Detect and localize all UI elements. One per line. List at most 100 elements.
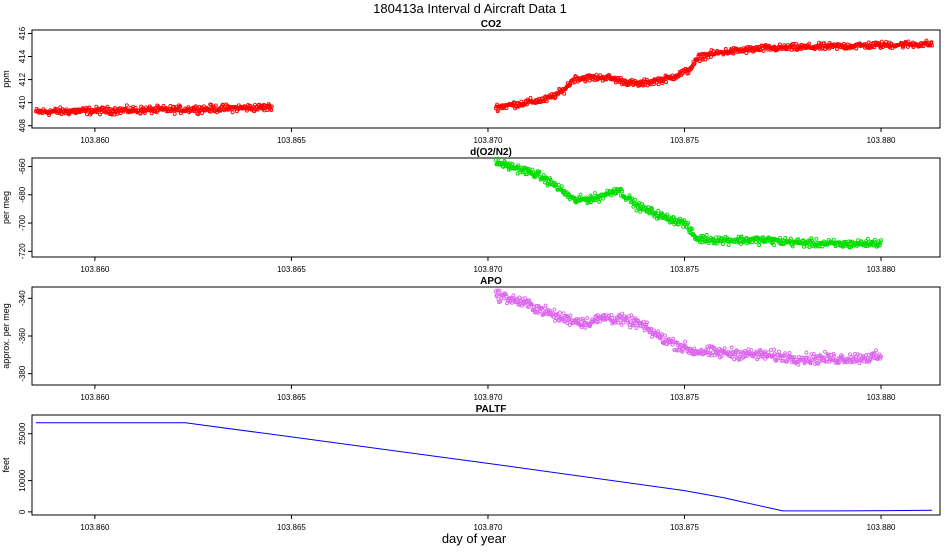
data-point <box>269 108 274 112</box>
data-point <box>689 227 694 232</box>
x-tick-label: 103.865 <box>277 136 306 145</box>
plot-frame <box>31 157 941 258</box>
data-point <box>543 303 548 308</box>
data-points <box>493 156 883 250</box>
panel-apo: APO approx. per meg 103.860 103.865 103.870 1… <box>1 276 941 402</box>
data-point <box>634 208 639 213</box>
data-point <box>642 328 647 333</box>
data-point <box>864 239 869 244</box>
data-point <box>807 41 812 46</box>
data-point <box>552 307 557 312</box>
data-point <box>566 192 571 197</box>
x-tick-label: 103.875 <box>670 523 699 532</box>
data-point <box>594 313 598 318</box>
y-tick-label: 408 <box>18 118 27 132</box>
data-point <box>142 111 147 115</box>
data-point <box>644 322 649 327</box>
data-point <box>537 169 542 174</box>
data-point <box>523 296 528 301</box>
data-point <box>791 41 796 46</box>
data-point <box>768 347 773 352</box>
data-point <box>704 233 709 237</box>
data-point <box>562 91 567 96</box>
y-tick-label: -720 <box>18 243 27 260</box>
data-point <box>594 72 599 77</box>
data-point <box>543 306 547 311</box>
data-point <box>568 313 573 318</box>
data-point <box>124 103 129 108</box>
data-point <box>630 196 635 201</box>
x-tick-label: 103.870 <box>474 136 503 145</box>
data-point <box>832 353 837 358</box>
data-point <box>553 95 558 100</box>
data-point <box>763 356 768 361</box>
data-point <box>531 170 536 175</box>
data-point <box>710 236 715 241</box>
data-point <box>516 165 521 170</box>
data-point <box>57 108 61 113</box>
data-point <box>772 347 776 352</box>
plot-frame <box>31 414 941 516</box>
data-point <box>901 44 906 49</box>
data-point <box>783 236 788 240</box>
x-tick-label: 103.880 <box>867 393 896 402</box>
data-point <box>656 208 661 213</box>
data-point <box>663 333 668 338</box>
data-point <box>598 196 603 201</box>
data-point <box>628 196 633 200</box>
data-point <box>579 325 584 329</box>
x-tick-label: 103.860 <box>80 136 109 145</box>
y-axis-label: approx. per meg <box>1 303 11 369</box>
data-point <box>830 358 835 363</box>
data-point <box>641 324 646 329</box>
data-point <box>719 354 724 359</box>
x-tick-label: 103.870 <box>474 393 503 402</box>
data-point <box>804 350 809 355</box>
x-tick-label: 103.865 <box>277 393 306 402</box>
data-point <box>557 318 562 323</box>
data-point <box>716 350 721 355</box>
data-point <box>495 292 500 297</box>
panel-o2n2: d(O2/N2) per meg 103.860 103.865 103.870 103.… <box>1 147 941 274</box>
data-point <box>581 316 585 321</box>
x-tick-label: 103.865 <box>277 523 306 532</box>
data-point <box>701 233 706 238</box>
data-point <box>772 243 776 248</box>
data-point <box>808 361 813 366</box>
data-point <box>721 242 725 246</box>
data-point <box>929 40 934 45</box>
data-point <box>686 350 691 355</box>
data-point <box>548 177 553 182</box>
data-point <box>814 236 819 241</box>
data-point <box>544 99 549 104</box>
data-point <box>105 104 110 109</box>
data-point <box>823 349 827 354</box>
data-point <box>856 238 860 243</box>
data-point <box>704 350 709 355</box>
data-point <box>703 57 708 62</box>
data-point <box>557 310 562 315</box>
data-point <box>523 102 527 107</box>
x-tick-label: 103.860 <box>80 523 109 532</box>
panel-title: APO <box>480 276 502 287</box>
data-point <box>863 244 868 248</box>
data-point <box>811 352 816 356</box>
data-point <box>633 197 638 202</box>
data-point <box>521 300 526 305</box>
y-tick-label: -340 <box>18 290 27 307</box>
x-tick-label: 103.880 <box>867 523 896 532</box>
x-tick-label: 103.880 <box>867 265 896 274</box>
data-point <box>713 348 718 352</box>
data-point <box>785 359 790 364</box>
data-point <box>551 311 556 316</box>
panel-co2: CO2 ppm 103.860 103.865 103.870 103.875 103.88… <box>1 19 941 145</box>
data-point <box>645 320 649 325</box>
data-point <box>529 302 534 307</box>
data-point <box>674 348 679 353</box>
data-point <box>592 191 597 196</box>
data-point <box>760 354 765 359</box>
data-point <box>659 335 664 340</box>
data-point <box>625 318 630 323</box>
data-point <box>524 172 529 177</box>
data-point <box>193 104 198 109</box>
